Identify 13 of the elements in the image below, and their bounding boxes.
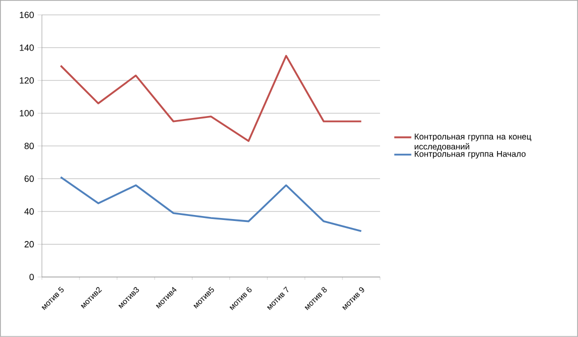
y-tick-label: 120 — [20, 77, 34, 84]
y-tick-label: 0 — [29, 274, 34, 280]
y-tick-label: 20 — [24, 241, 34, 248]
y-tick-label: 40 — [24, 208, 34, 215]
y-tick-label: 60 — [24, 176, 34, 182]
legend-label: Контрольная группа Начало — [414, 150, 526, 159]
legend-label: Контрольная группа на конец исследований — [414, 134, 532, 152]
y-tick-label: 100 — [20, 110, 34, 116]
y-tick-label: 160 — [20, 12, 34, 18]
line-series — [60, 54, 362, 142]
y-tick-label: 140 — [20, 44, 34, 51]
line-series — [60, 176, 362, 232]
y-tick-label: 80 — [24, 142, 34, 150]
